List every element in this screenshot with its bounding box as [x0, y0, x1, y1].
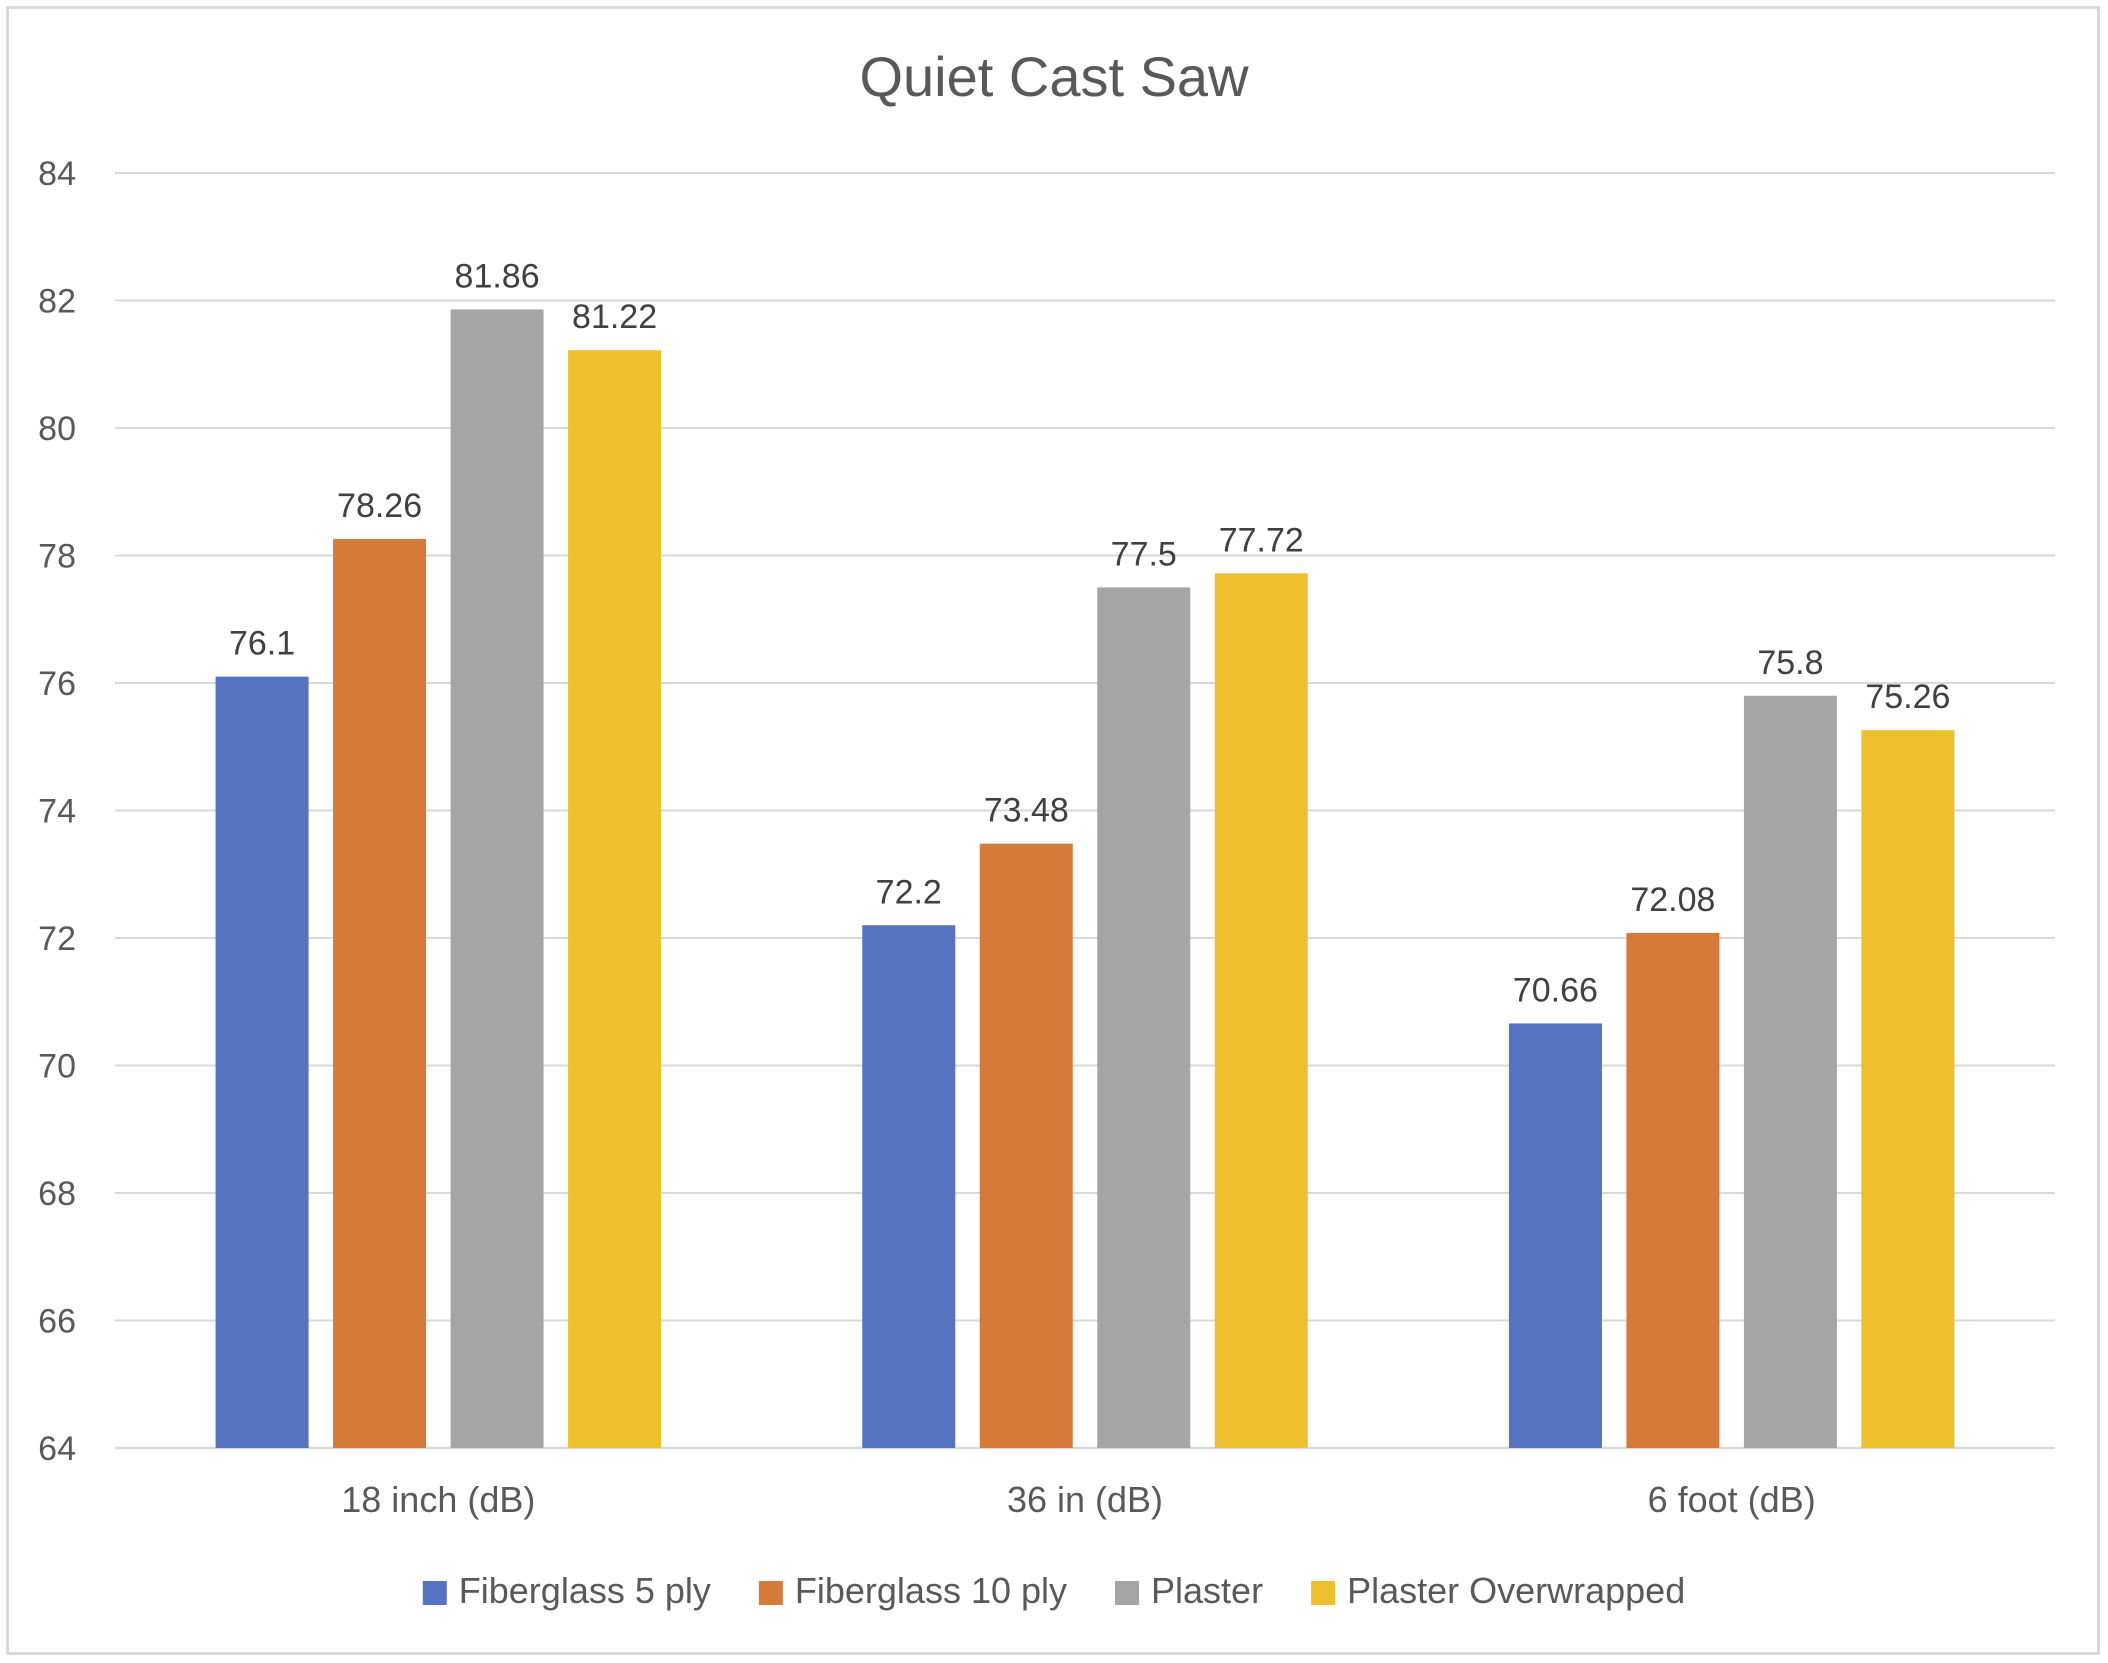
data-label: 78.26	[337, 487, 422, 525]
y-tick-label: 80	[38, 410, 76, 448]
x-tick-label: 6 foot (dB)	[1648, 1479, 1816, 1520]
x-tick-label: 18 inch (dB)	[341, 1479, 535, 1520]
data-label: 77.72	[1219, 521, 1304, 559]
y-tick-label: 78	[38, 538, 76, 576]
legend-swatch	[1115, 1581, 1140, 1605]
legend-label: Fiberglass 10 ply	[795, 1570, 1067, 1611]
gridlines	[115, 172, 2055, 1450]
data-label: 77.5	[1111, 535, 1177, 573]
data-labels: 76.1 78.26 81.86 81.22 72.2 73.48 77.5 77.72 70.…	[229, 257, 1950, 1009]
legend-swatch	[422, 1581, 447, 1605]
bar-plaster-overwrapped-3	[1861, 730, 1955, 1448]
y-tick-label: 66	[38, 1303, 76, 1341]
y-tick-label: 68	[38, 1175, 76, 1213]
bar-plaster-overwrapped-1	[568, 350, 662, 1449]
legend: Fiberglass 5 ply Fiberglass 10 ply Plaster…	[422, 1570, 1685, 1611]
x-axis-ticks: 18 inch (dB) 36 in (dB) 6 foot (dB)	[341, 1479, 1815, 1520]
data-label: 70.66	[1513, 971, 1598, 1009]
y-tick-label: 74	[38, 793, 76, 831]
legend-item-fiberglass-10-ply: Fiberglass 10 ply	[758, 1570, 1067, 1611]
data-label: 75.26	[1865, 678, 1950, 716]
y-tick-label: 70	[38, 1048, 76, 1086]
data-label: 81.22	[572, 298, 657, 336]
y-tick-label: 76	[38, 665, 76, 703]
y-tick-label: 72	[38, 920, 76, 958]
legend-label: Plaster	[1151, 1570, 1263, 1611]
bar-fiberglass-10-ply-2	[979, 843, 1073, 1448]
bar-fiberglass-10-ply-3	[1626, 932, 1720, 1448]
legend-swatch	[1311, 1581, 1336, 1605]
bar-fiberglass-5-ply-1	[215, 676, 309, 1448]
bar-plaster-3	[1743, 695, 1837, 1448]
chart-title: Quiet Cast Saw	[859, 45, 1249, 108]
data-label: 72.2	[876, 873, 942, 911]
legend-item-fiberglass-5-ply: Fiberglass 5 ply	[422, 1570, 711, 1611]
data-label: 75.8	[1757, 644, 1823, 682]
bars	[215, 309, 1955, 1449]
bar-plaster-1	[450, 309, 544, 1448]
bar-fiberglass-5-ply-3	[1508, 1023, 1602, 1448]
y-tick-label: 84	[38, 155, 76, 193]
y-tick-label: 64	[38, 1430, 76, 1468]
legend-label: Fiberglass 5 ply	[459, 1570, 711, 1611]
bar-plaster-2	[1097, 587, 1191, 1448]
data-label: 76.1	[229, 625, 295, 663]
bar-fiberglass-10-ply-1	[333, 538, 427, 1448]
y-axis-ticks: 64 66 68 70 72 74 76 78 80 82 84	[38, 155, 76, 1468]
data-label: 73.48	[984, 792, 1069, 830]
x-tick-label: 36 in (dB)	[1007, 1479, 1163, 1520]
legend-label: Plaster Overwrapped	[1347, 1570, 1685, 1611]
legend-item-plaster-overwrapped: Plaster Overwrapped	[1311, 1570, 1685, 1611]
legend-item-plaster: Plaster	[1115, 1570, 1263, 1611]
bar-fiberglass-5-ply-2	[862, 925, 956, 1448]
legend-swatch	[758, 1581, 783, 1605]
data-label: 81.86	[455, 257, 540, 295]
data-label: 72.08	[1630, 881, 1715, 919]
bar-plaster-overwrapped-2	[1214, 573, 1308, 1448]
y-tick-label: 82	[38, 283, 76, 321]
